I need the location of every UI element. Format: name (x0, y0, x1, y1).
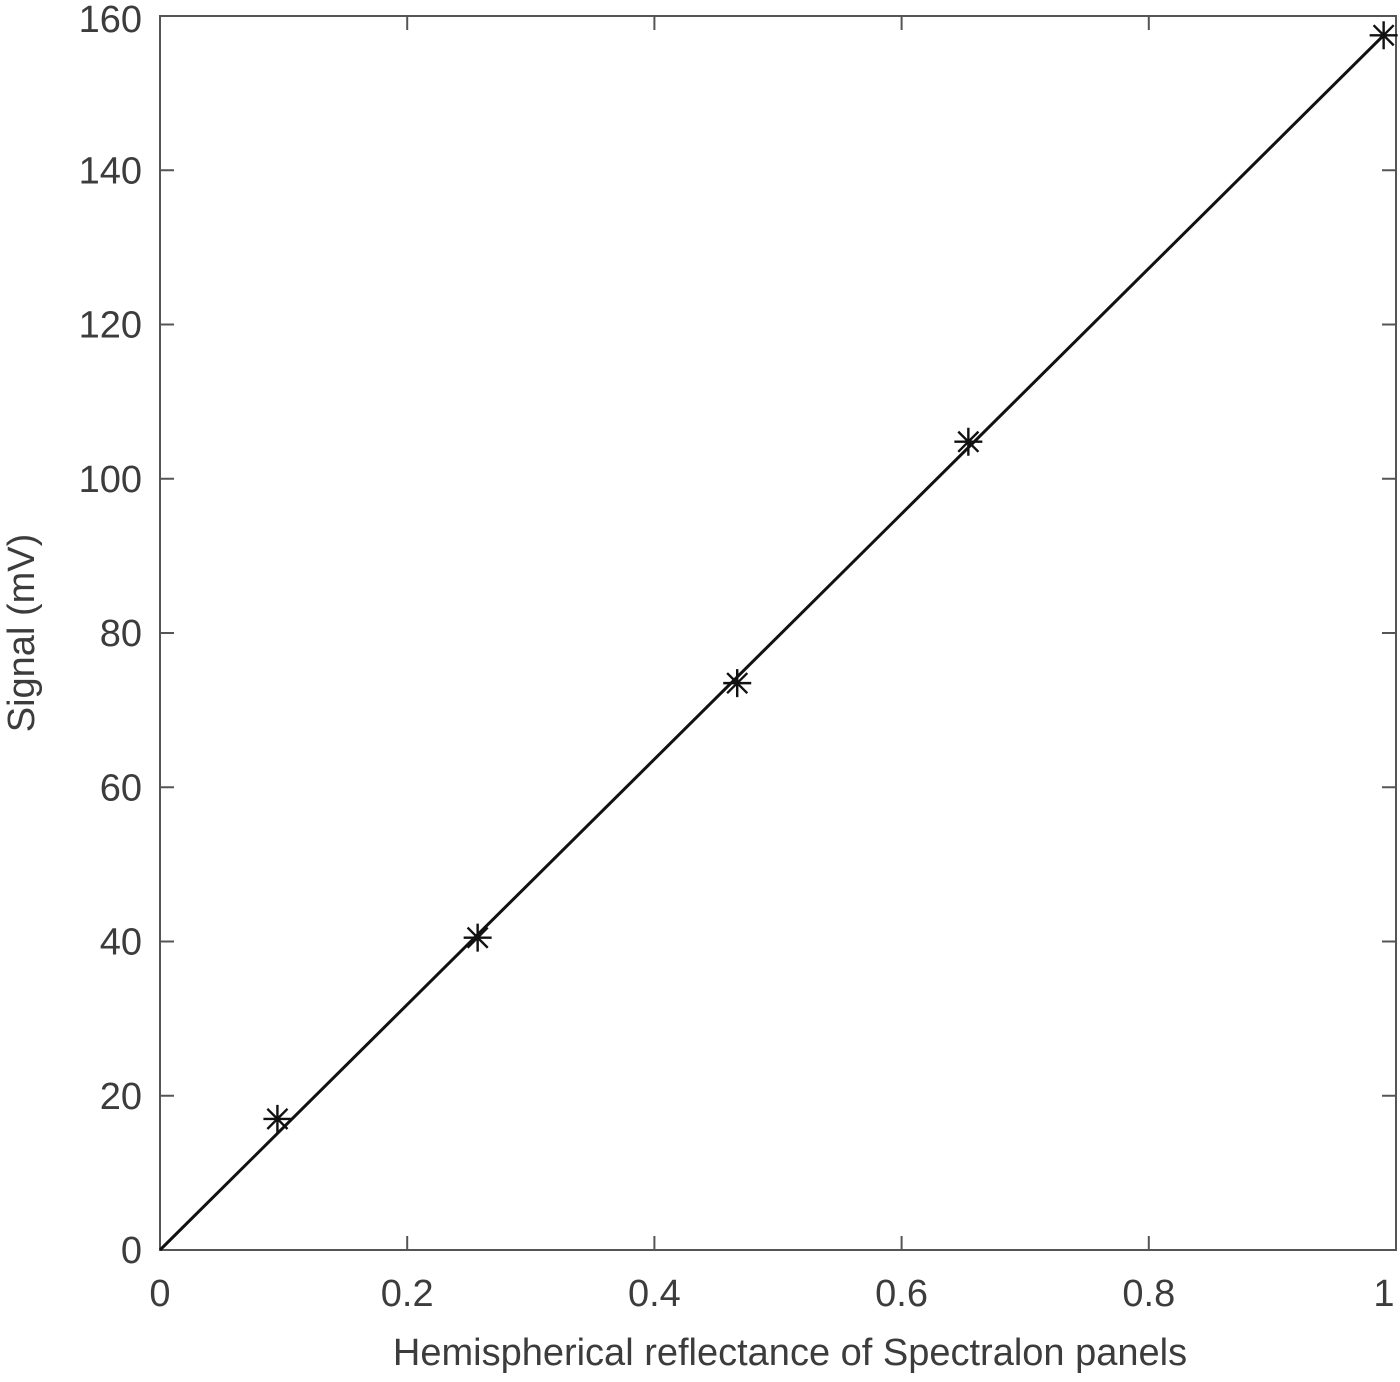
y-tick-label: 160 (79, 0, 142, 41)
y-tick-label: 100 (79, 459, 142, 501)
x-axis-ticks: 0 0.2 0.4 0.6 0.8 1 (149, 16, 1397, 1315)
fit-line (158, 34, 1385, 1252)
y-axis-label: Signal (mV) (1, 534, 43, 733)
data-point-marker (954, 427, 983, 456)
x-tick-label: 0.6 (875, 1273, 928, 1315)
data-point-marker (263, 1104, 292, 1133)
x-tick-label: 0.2 (381, 1273, 434, 1315)
data-point-marker (723, 669, 752, 698)
x-tick-label: 0.8 (1122, 1273, 1175, 1315)
data-point-marker (463, 923, 492, 952)
y-tick-label: 80 (100, 613, 142, 655)
x-tick-label: 1 (1373, 1273, 1394, 1315)
x-tick-label: 0.4 (628, 1273, 681, 1315)
x-axis-label: Hemispherical reflectance of Spectralon … (393, 1332, 1187, 1374)
y-tick-label: 40 (100, 922, 142, 964)
x-tick-label: 0 (149, 1273, 170, 1315)
y-tick-label: 60 (100, 767, 142, 809)
y-tick-label: 0 (121, 1230, 142, 1272)
series-layer (158, 21, 1398, 1252)
y-tick-label: 20 (100, 1076, 142, 1118)
y-axis-ticks: 0 20 40 60 80 100 120 140 160 (79, 0, 1396, 1272)
y-tick-label: 120 (79, 305, 142, 347)
y-tick-label: 140 (79, 150, 142, 192)
data-point-marker (1369, 21, 1398, 50)
